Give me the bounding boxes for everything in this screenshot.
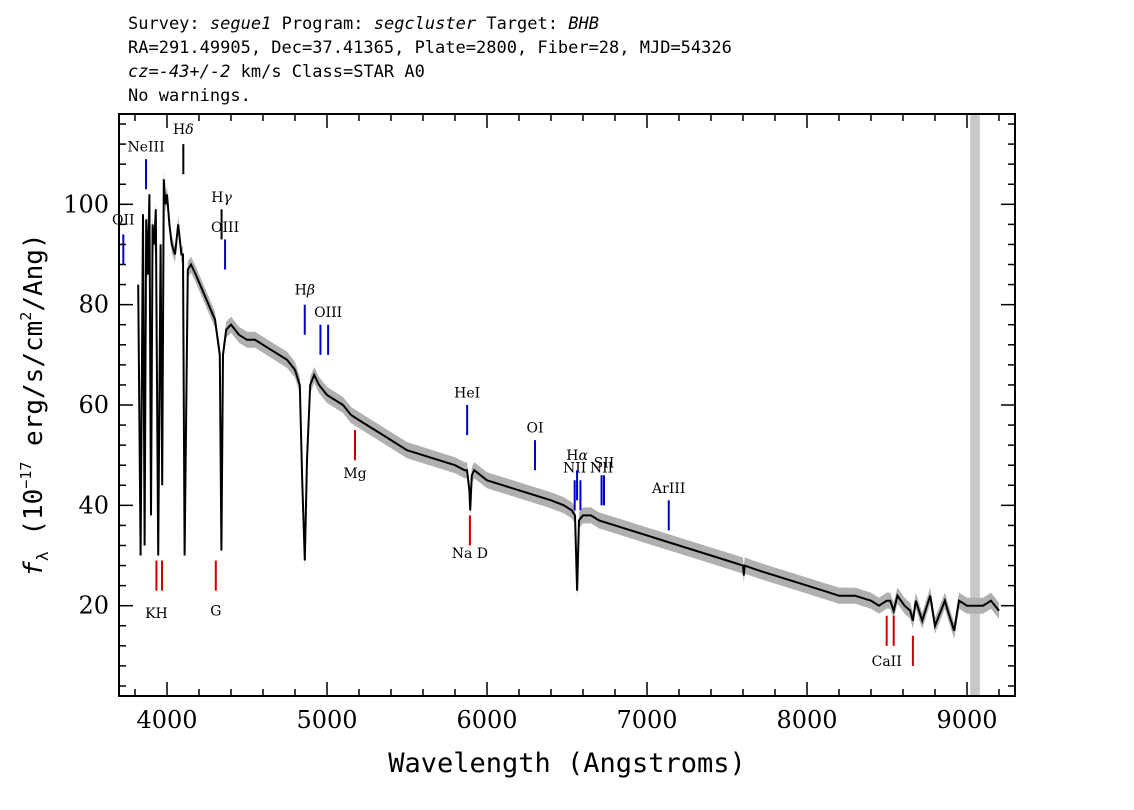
line-label-oiii: OIII [314,305,342,321]
y-tick-label: 60 [78,391,109,419]
line-label-sii: SII [594,456,615,472]
survey-value: segue1 [209,14,272,34]
x-tick-label: 4000 [136,706,197,734]
line-markers: OIINeIIIHδHγOIIIHβOIIIHeIOINIIHαNIISIIAr… [112,122,914,670]
line-label-h: Hδ [173,122,194,138]
line-label-hei: HeI [454,385,480,401]
target-label: Target: [486,14,558,34]
cz-value: -43+/-2 [158,62,231,82]
line-label-oiii: OIII [211,220,239,236]
x-tick-label: 6000 [456,706,517,734]
line-label-kh: KH [145,606,168,622]
y-label-tail: /Ang) [19,233,49,311]
line-label-nii: NII [590,461,613,477]
line-label-oii: OII [112,212,135,228]
line-label-nii: NII [563,461,586,477]
header-line-coords: RA=291.49905, Dec=37.41365, Plate=2800, … [128,38,732,58]
y-label-squared: 2 [17,312,35,321]
x-tick-label: 8000 [776,706,837,734]
line-label-g: G [210,604,221,620]
line-label-ariii: ArIII [651,481,685,497]
line-label-h: Hγ [211,190,232,206]
y-label-lambda: λ [33,551,52,561]
y-label-f: f [19,561,49,577]
program-label: Program: [281,14,364,34]
program-value: segcluster [373,14,477,34]
y-label-exponent: −17 [17,462,35,489]
cz-class: km/s Class=STAR A0 [240,62,425,82]
y-tick-label: 20 [78,592,109,620]
header-line-cz: cz=-43+/-2 km/s Class=STAR A0 [128,60,732,84]
survey-label: Survey: [128,14,200,34]
y-label-units: erg/s/cm [19,321,49,446]
spectrum-line [137,179,1000,632]
line-label-oi: OI [526,421,543,437]
y-label-ten: (10 [19,489,49,536]
y-axis-label: fλ (10−17 erg/s/cm2/Ang) [17,233,52,576]
line-label-h: Hβ [295,283,315,299]
x-axis-label: Wavelength (Angstroms) [388,748,746,779]
line-label-mg: Mg [343,466,366,482]
y-axis-ticks: 20 40 60 80 100 [63,123,1015,687]
x-axis-ticks: 4000 5000 6000 7000 8000 9000 [134,114,1000,734]
line-label-caii: CaII [872,654,902,670]
cz-label: cz= [128,62,159,82]
masked-band [970,114,980,696]
header-line-warnings: No warnings. [128,86,251,106]
header-line-survey: Survey: segue1 Program: segcluster Targe… [128,12,732,36]
x-tick-label: 7000 [616,706,677,734]
line-label-na-d: Na D [452,546,488,562]
y-tick-label: 40 [78,491,109,519]
y-tick-label: 80 [78,291,109,319]
line-label-neiii: NeIII [127,140,164,156]
y-tick-label: 100 [63,190,109,218]
target-value: BHB [568,14,599,34]
svg-text:fλ (10−17 erg/s/cm2/Ang): fλ (10−17 erg/s/cm2/Ang) [17,233,52,576]
spectrum-header: Survey: segue1 Program: segcluster Targe… [128,12,732,108]
line-label-h: Hα [566,448,588,464]
x-tick-label: 5000 [296,706,357,734]
x-tick-label: 9000 [936,706,997,734]
